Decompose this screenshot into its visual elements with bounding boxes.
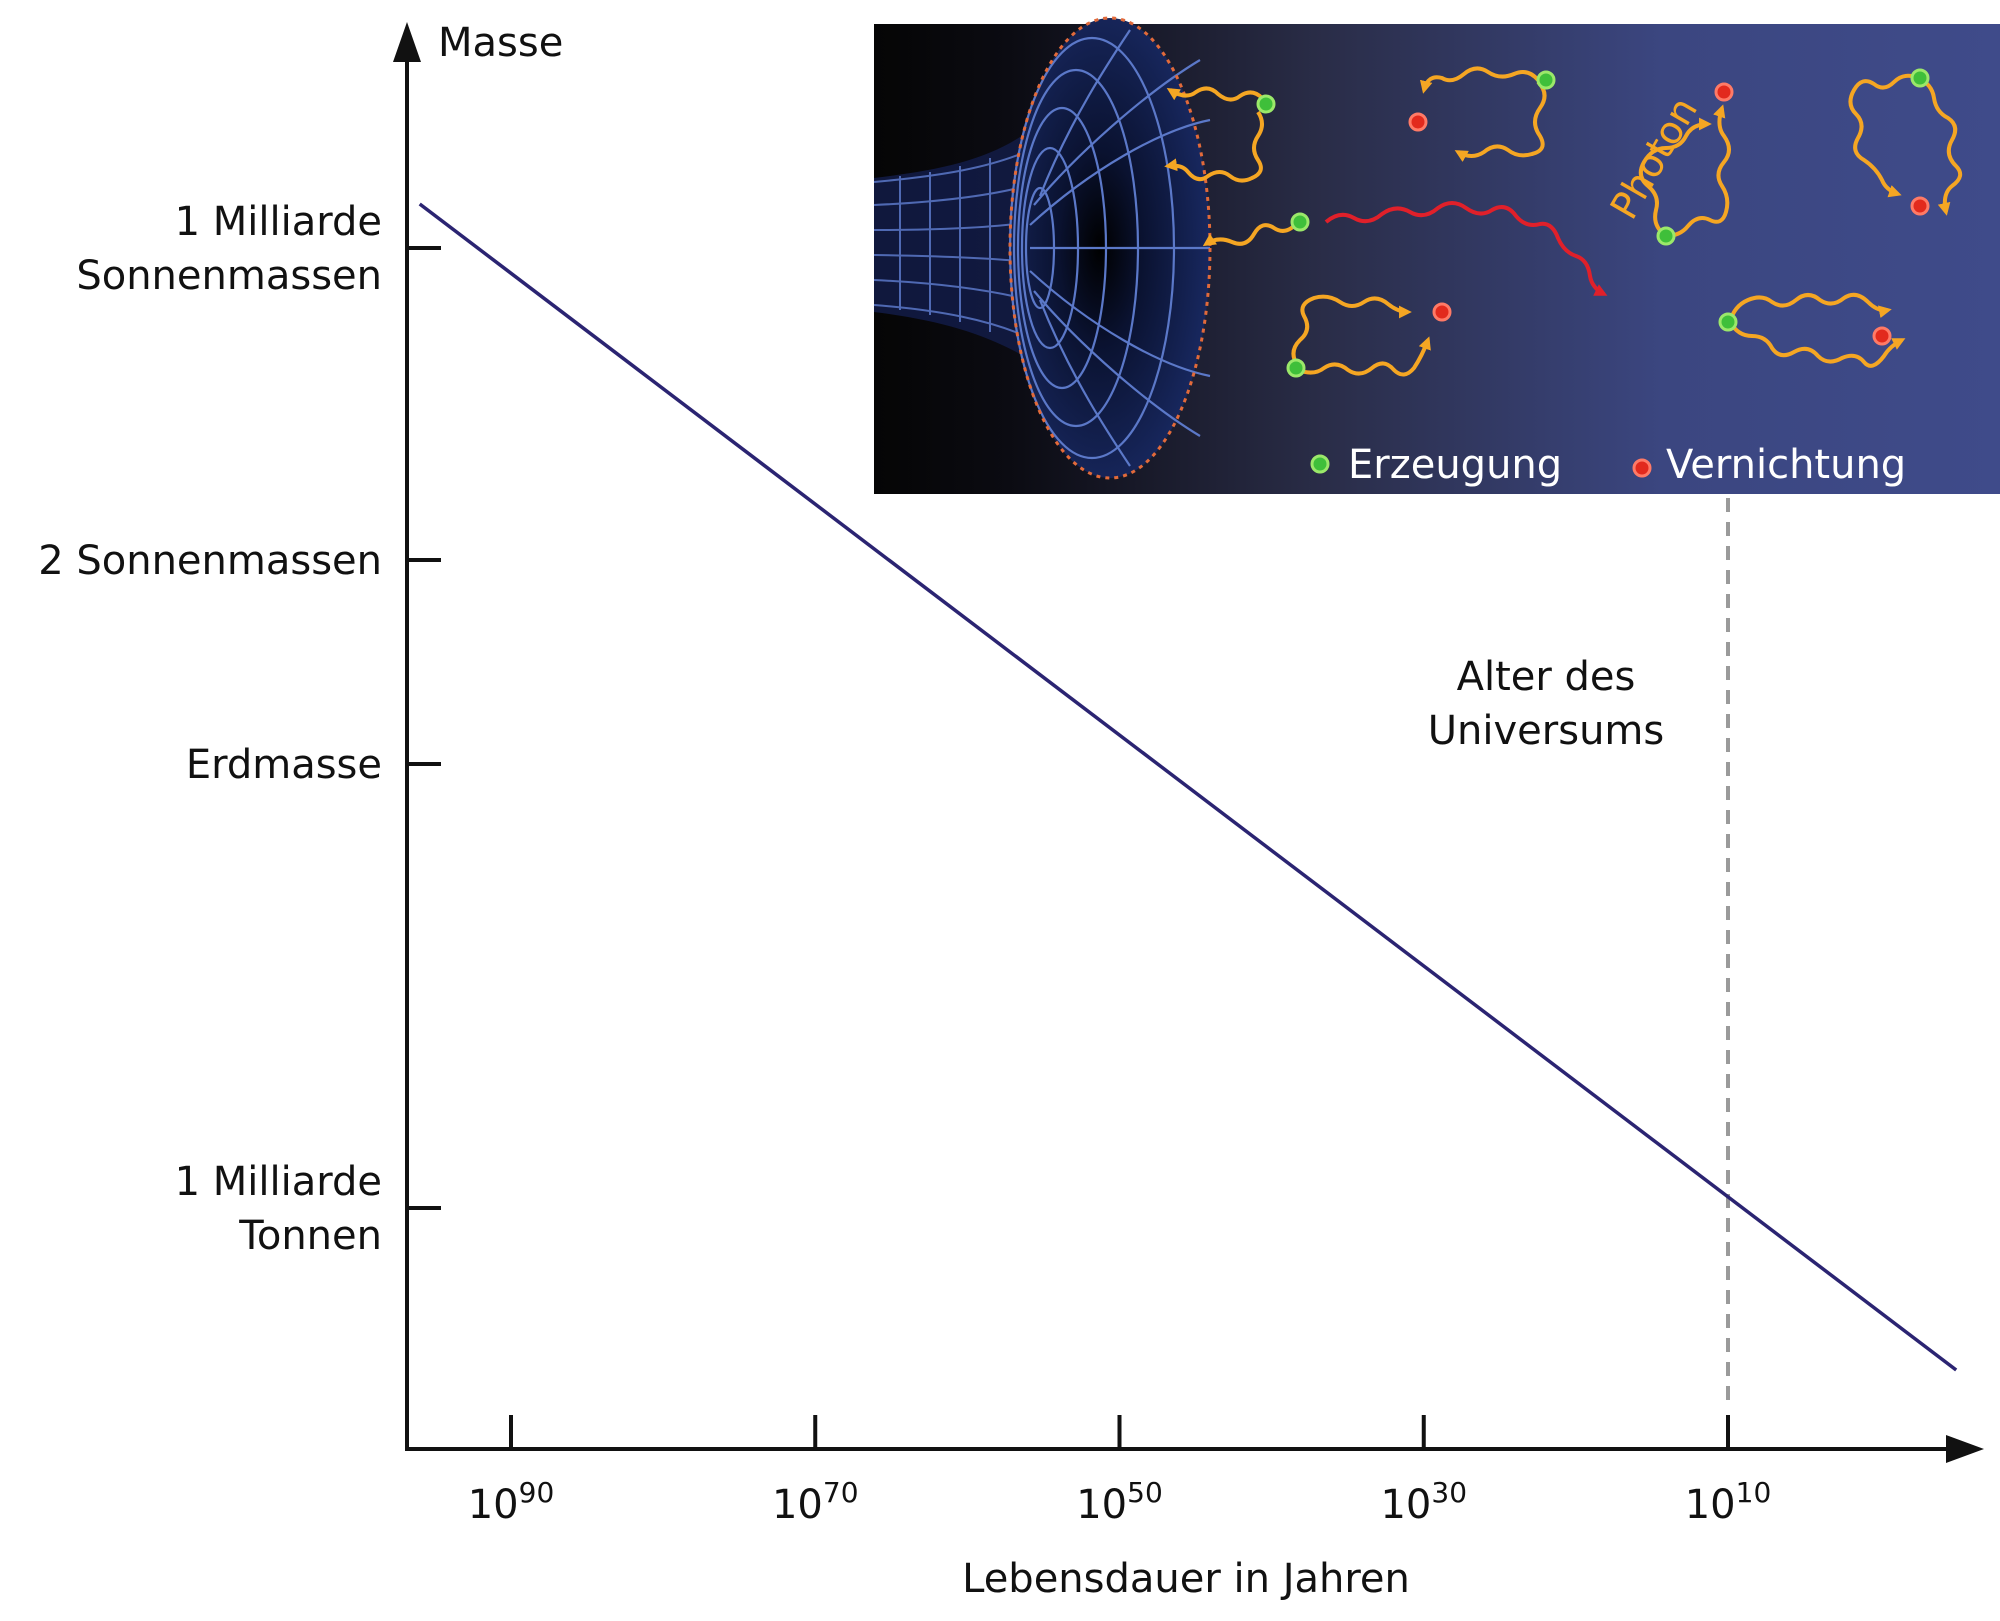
axes [405, 38, 1962, 1451]
event-horizon [1008, 16, 1212, 480]
annihilation-particle [1408, 82, 1930, 346]
x-tick-label: 1010 [1685, 1476, 1772, 1528]
y-tick-label: Tonnen [238, 1213, 382, 1259]
y-axis-label: Masse [438, 20, 563, 66]
photon-paths [1164, 66, 1963, 377]
y-tick-label: 2 Sonnenmassen [38, 538, 382, 584]
y-tick-label: Sonnenmassen [76, 253, 382, 299]
inset-legend: Erzeugung Vernichtung [1310, 442, 1906, 488]
x-tick-label: 1090 [468, 1476, 555, 1528]
x-axis-label: Lebensdauer in Jahren [962, 1556, 1410, 1602]
legend-creation-icon [1310, 454, 1330, 474]
series-line-lifetime [418, 202, 1958, 1372]
black-hole-funnel [873, 16, 1212, 480]
creation-particle [1256, 68, 1930, 378]
inset-illustration: Photon Erzeugung Vernichtung [873, 16, 2000, 494]
particles [1256, 68, 1930, 378]
legend-creation-label: Erzeugung [1348, 442, 1562, 488]
x-axis-arrowhead [1946, 1435, 1984, 1463]
y-tick-label: Erdmasse [186, 742, 382, 788]
x-tick-label: 1050 [1076, 1476, 1163, 1528]
x-tick-label: 1030 [1380, 1476, 1467, 1528]
y-tick-label: 1 Milliarde [175, 1159, 382, 1205]
hawking-radiation-path [1324, 201, 1608, 296]
y-ticks: 1 Milliarde Sonnenmassen 2 Sonnenmassen Erd… [38, 199, 441, 1259]
y-axis-arrowhead [393, 22, 421, 62]
age-of-universe-label: Alter des Universums [1428, 654, 1664, 754]
legend-annihilation-icon [1632, 458, 1652, 478]
y-tick-label: 1 Milliarde [175, 199, 382, 245]
x-tick-label: 1070 [772, 1476, 859, 1528]
x-ticks: 1090 1070 1050 1030 1010 [468, 1415, 1772, 1528]
legend-annihilation-label: Vernichtung [1666, 442, 1906, 488]
